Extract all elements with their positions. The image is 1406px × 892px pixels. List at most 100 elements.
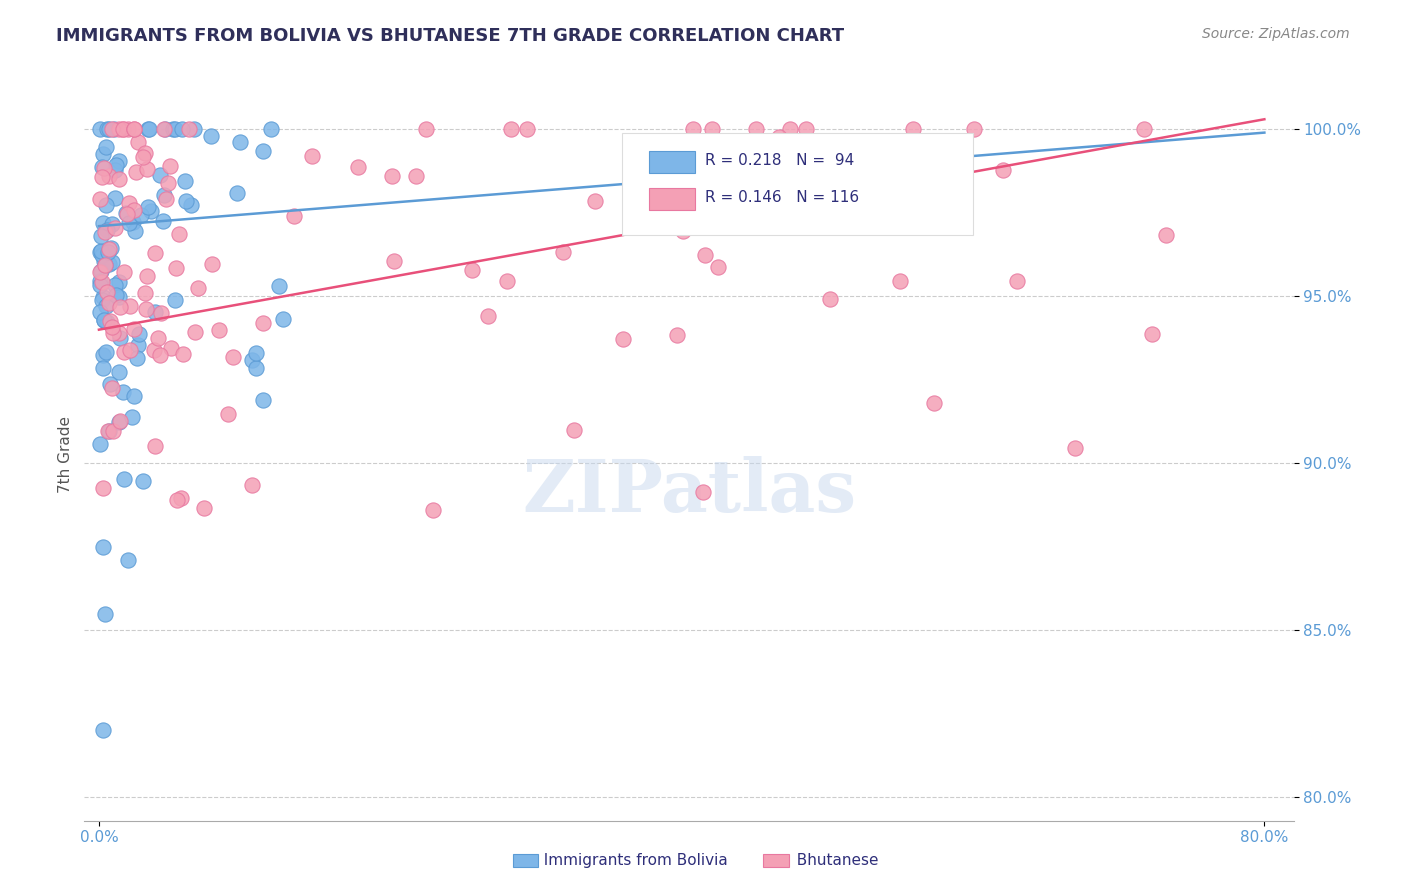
Point [91,290,114,304]
Point [121,409,143,424]
Point [89,244,111,259]
Point [93,258,115,272]
Point [101,122,124,136]
Point [267,279,290,293]
Point [127,135,149,149]
Point [877,192,900,206]
Point [105,288,128,302]
Point [174,173,197,187]
Point [91,293,114,307]
Point [94,198,117,212]
Point [114,205,136,219]
Point [104,163,127,178]
Point [405,169,427,184]
Point [118,216,141,230]
Point [932,194,955,209]
Point [935,171,957,186]
Point [94,345,117,359]
Point [193,501,215,516]
Point [103,424,125,438]
Point [745,122,768,136]
Point [702,122,724,136]
FancyBboxPatch shape [513,854,538,867]
Point [818,293,841,307]
Point [143,439,166,453]
Point [100,241,122,255]
Point [240,352,263,367]
Point [153,188,176,202]
Point [93,216,115,230]
Point [112,265,135,279]
Point [134,146,156,161]
Point [136,200,159,214]
Point [159,159,181,173]
Point [156,176,179,190]
Point [118,195,141,210]
Point [1140,327,1163,342]
Point [208,323,231,337]
Text: ZIPatlas: ZIPatlas [522,456,856,527]
Point [228,135,250,149]
Point [122,122,145,136]
Point [768,130,790,145]
Point [96,299,118,313]
Point [112,472,135,486]
Point [152,214,174,228]
Point [94,258,117,272]
Point [1063,442,1085,456]
Point [672,224,695,238]
Point [89,304,111,318]
Point [692,485,714,500]
Point [551,245,574,260]
Point [731,155,754,169]
Point [889,274,911,288]
Text: Source: ZipAtlas.com: Source: ZipAtlas.com [1202,27,1350,41]
Point [108,326,131,340]
Point [93,360,115,375]
Point [794,122,817,136]
Point [612,332,634,346]
Point [271,312,294,326]
Point [495,274,517,288]
Point [108,366,131,380]
Point [112,345,135,359]
Point [90,244,112,258]
Point [90,248,112,262]
Point [477,309,499,323]
Point [165,293,187,307]
Point [108,172,131,186]
Point [128,326,150,341]
Point [460,262,482,277]
Point [98,313,121,327]
Point [252,392,274,407]
Point [91,540,114,554]
Point [1005,274,1028,288]
Point [91,244,114,259]
Point [89,274,111,288]
Point [122,322,145,336]
Point [91,147,114,161]
Point [415,122,437,136]
Point [170,491,193,505]
Point [101,319,124,334]
Point [122,122,145,136]
Point [90,275,112,289]
Point [98,242,121,256]
Point [98,257,121,271]
Point [963,122,986,136]
Point [180,198,202,212]
Point [174,194,197,209]
Point [108,331,131,345]
Point [165,261,187,276]
Point [132,150,155,164]
Point [1154,228,1177,243]
Point [135,302,157,317]
Point [112,122,135,136]
Point [172,347,194,361]
Point [149,348,172,362]
Point [991,163,1014,178]
Point [96,285,118,299]
Point [159,342,181,356]
Point [143,246,166,260]
Point [108,153,131,168]
